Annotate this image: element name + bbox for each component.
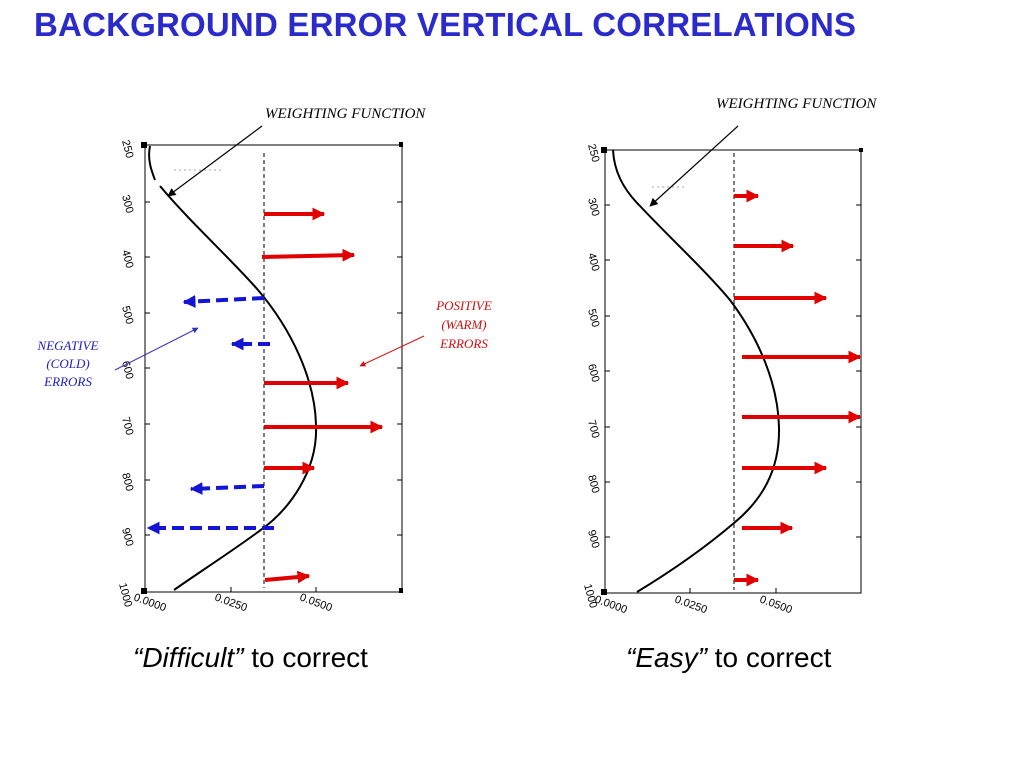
- positive-errors-annotation: POSITIVE (WARM) ERRORS: [359, 298, 492, 367]
- y-tick-label: 250: [585, 143, 601, 164]
- y-tick-label: 400: [119, 249, 135, 270]
- caption-quote: “Difficult”: [133, 642, 244, 673]
- positive-error-arrow: [261, 248, 356, 262]
- plot-frame-corner: [399, 588, 403, 593]
- negative-errors-annotation: NEGATIVE (COLD) ERRORS: [37, 327, 199, 389]
- y-tick-label: 900: [585, 529, 601, 550]
- y-tick-label: 700: [119, 416, 135, 437]
- x-tick-label: 0.0000: [132, 592, 168, 615]
- slide-title: BACKGROUND ERROR VERTICAL CORRELATIONS: [34, 6, 857, 43]
- positive-error-arrow: [264, 570, 311, 584]
- negative-label-line: ERRORS: [43, 374, 92, 389]
- caption-quote: “Easy”: [626, 642, 707, 673]
- caption-difficult: “Difficult” to correct: [133, 642, 368, 674]
- weighting-function-pointer: [649, 125, 739, 207]
- panel-difficult: 250 300 400 500 600 700 800 900 1000 0.0…: [116, 106, 426, 614]
- negative-label-line: (COLD): [46, 356, 89, 371]
- weighting-function-curve: [612, 149, 781, 593]
- x-tick-label: 0.0000: [593, 594, 629, 617]
- caption-rest: to correct: [706, 642, 832, 673]
- caption-easy: “Easy” to correct: [626, 642, 831, 674]
- x-tick-label: 0.0500: [758, 594, 794, 617]
- negative-error-arrow: [189, 482, 265, 495]
- y-tick-label: 700: [585, 419, 601, 440]
- negative-error-arrow: [182, 295, 265, 308]
- caption-rest: to correct: [243, 642, 368, 673]
- plot-frame: [604, 149, 862, 594]
- y-tick-label: 250: [119, 139, 135, 160]
- y-tick-label: 300: [119, 194, 135, 215]
- plot-frame-corner: [859, 148, 863, 152]
- weighting-function-curve: [148, 145, 318, 591]
- plot-frame-corner: [141, 588, 147, 594]
- weighting-function-label: WEIGHTING FUNCTION: [265, 106, 426, 122]
- x-tick-label: 0.0250: [213, 592, 249, 615]
- x-tick-label: 0.0500: [298, 592, 334, 615]
- plot-frame-corner: [601, 147, 607, 153]
- positive-label-line: POSITIVE: [435, 298, 492, 313]
- y-tick-label: 800: [585, 474, 601, 495]
- y-tick-label: 600: [585, 363, 601, 384]
- weighting-function-label: WEIGHTING FUNCTION: [716, 96, 877, 112]
- negative-pointer: [114, 327, 199, 371]
- y-tick-label: 900: [119, 527, 135, 548]
- y-tick-label: 500: [119, 305, 135, 326]
- y-tick-label: 800: [119, 472, 135, 493]
- x-tick-label: 0.0250: [673, 594, 709, 617]
- positive-label-line: (WARM): [441, 317, 486, 332]
- plot-frame-corner: [601, 589, 607, 595]
- y-tick-label: 400: [585, 252, 601, 273]
- negative-label-line: NEGATIVE: [37, 338, 99, 353]
- panel-easy: 250 300 400 500 600 700 800 900 1000 0.0…: [581, 96, 877, 616]
- positive-label-line: ERRORS: [439, 336, 488, 351]
- weighting-function-pointer: [167, 125, 263, 197]
- y-tick-label: 600: [119, 360, 135, 381]
- plot-frame-corner: [399, 142, 403, 147]
- y-tick-label: 500: [585, 308, 601, 329]
- plot-frame-corner: [141, 142, 147, 148]
- positive-pointer: [359, 335, 425, 367]
- y-tick-label: 300: [585, 197, 601, 218]
- y-tick-label: 1000: [116, 582, 134, 609]
